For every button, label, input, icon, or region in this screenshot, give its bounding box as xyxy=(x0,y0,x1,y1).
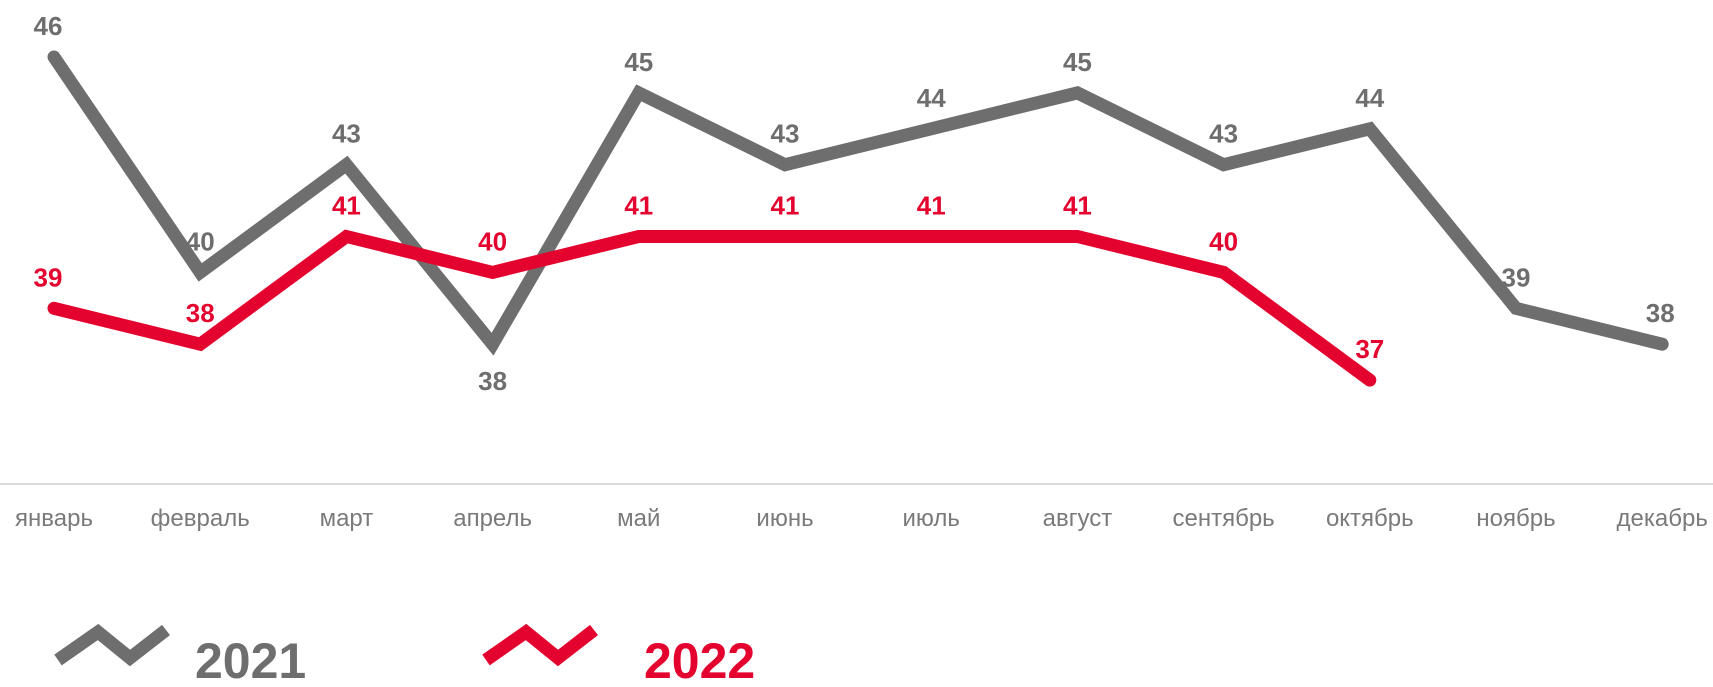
data-label-2022-апрель: 40 xyxy=(478,226,507,256)
data-label-2022-май: 41 xyxy=(624,191,653,221)
legend: 2021 2022 xyxy=(54,623,755,687)
data-label-2022-январь: 39 xyxy=(34,262,63,292)
x-tick-label: июль xyxy=(903,505,960,532)
data-label-2021-январь: 46 xyxy=(34,11,63,41)
series-line-2021 xyxy=(47,50,1669,356)
data-label-2022-август: 41 xyxy=(1063,191,1092,221)
x-tick-label: ноябрь xyxy=(1476,505,1555,532)
x-tick-label: март xyxy=(320,505,374,532)
x-tick-label: апрель xyxy=(453,505,532,532)
data-label-2021-сентябрь: 43 xyxy=(1209,119,1238,149)
x-tick-label: август xyxy=(1043,505,1113,532)
data-label-2022-июнь: 41 xyxy=(771,191,800,221)
data-label-2021-март: 43 xyxy=(332,119,361,149)
series-line-2022 xyxy=(47,229,1377,387)
x-tick-label: май xyxy=(617,505,660,532)
x-tick-labels: январь февраль март апрель май июнь июль август… xyxy=(15,505,1708,532)
x-tick-label: сентябрь xyxy=(1173,505,1275,532)
data-label-2021-август: 45 xyxy=(1063,47,1092,77)
x-tick-label: январь xyxy=(15,505,93,532)
legend-label-2021: 2021 xyxy=(195,633,306,687)
data-label-2021-ноябрь: 39 xyxy=(1502,262,1531,292)
data-label-2021-октябрь: 44 xyxy=(1355,83,1384,113)
legend-icon-2022 xyxy=(482,623,598,667)
data-label-2021-апрель: 38 xyxy=(478,366,507,396)
legend-icon-2021 xyxy=(54,623,170,667)
data-label-2021-июнь: 43 xyxy=(771,119,800,149)
data-labels: 46 40 43 38 45 43 44 45 43 44 39 38 39 38 41 40 41 41 41 41… xyxy=(34,11,1675,396)
series-lines xyxy=(47,50,1669,387)
data-label-2021-февраль: 40 xyxy=(186,226,215,256)
data-label-2022-февраль: 38 xyxy=(186,298,215,328)
data-label-2021-декабрь: 38 xyxy=(1646,298,1675,328)
data-label-2022-март: 41 xyxy=(332,191,361,221)
x-tick-label: июнь xyxy=(756,505,813,532)
x-tick-label: октябрь xyxy=(1326,505,1414,532)
data-label-2021-май: 45 xyxy=(624,47,653,77)
x-tick-label: февраль xyxy=(151,505,250,532)
legend-label-2022: 2022 xyxy=(644,633,755,687)
data-label-2022-октябрь: 37 xyxy=(1355,334,1384,364)
data-label-2022-июль: 41 xyxy=(917,191,946,221)
data-label-2021-июль: 44 xyxy=(917,83,946,113)
x-tick-label: декабрь xyxy=(1617,505,1708,532)
data-label-2022-сентябрь: 40 xyxy=(1209,226,1238,256)
